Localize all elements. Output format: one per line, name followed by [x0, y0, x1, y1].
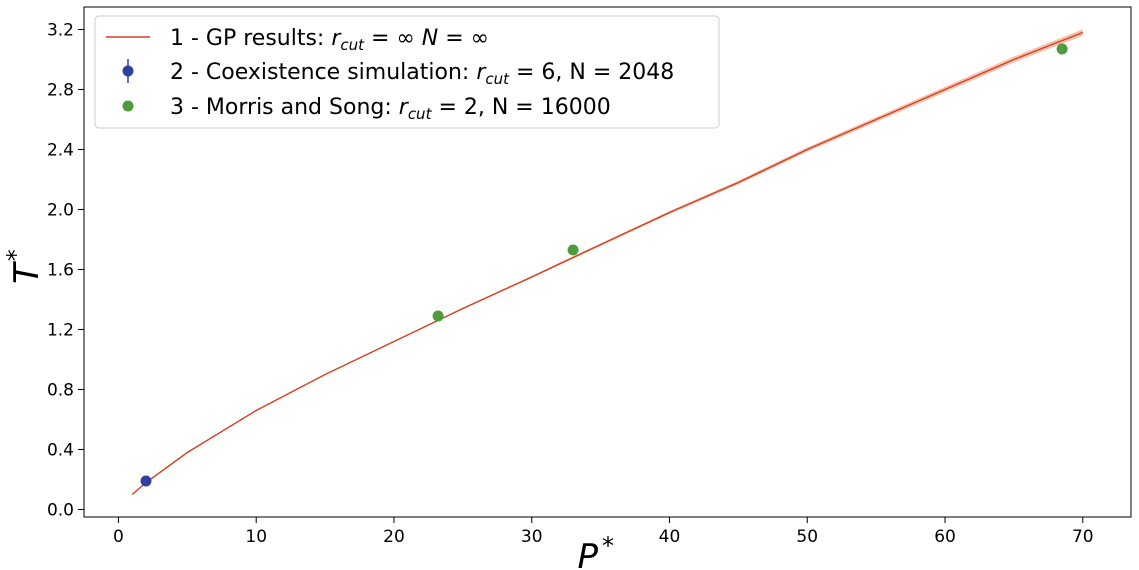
legend-marker-handle	[122, 65, 134, 77]
y-tick-label: 2.4	[47, 141, 74, 161]
legend-label: 1 - GP results: rcut = ∞ N = ∞	[170, 26, 489, 54]
y-tick-label: 1.6	[47, 261, 74, 281]
y-tick-label: 3.2	[47, 21, 74, 41]
x-tick-label: 0	[113, 527, 124, 547]
gp-results-line	[131, 31, 1084, 496]
x-axis-title: P *	[578, 532, 615, 570]
legend-box	[94, 15, 720, 129]
x-tick-label: 50	[796, 527, 818, 547]
y-tick-label: 0.8	[47, 381, 74, 401]
x-tick-label: 40	[659, 527, 681, 547]
y-tick-label: 0.0	[47, 501, 74, 521]
coexistence-point	[140, 475, 152, 487]
x-tick-label: 30	[521, 527, 543, 547]
plot-area	[131, 29, 1084, 496]
y-tick-label: 1.2	[47, 321, 74, 341]
y-axis-title: T*	[2, 249, 47, 284]
y-tick-label: 2.8	[47, 81, 74, 101]
axes-frame	[83, 6, 1132, 518]
legend: 1 - GP results: rcut = ∞ N = ∞ 2 - Coexis…	[94, 15, 720, 129]
axes: 0 10 20 30 40 50 60 70 0.0 0.4 0.8 1.2 1.6 2.0 2.4 2.8 3…	[2, 6, 1132, 570]
legend-label: 2 - Coexistence simulation: rcut = 6, N …	[170, 60, 674, 88]
morris-song-point	[567, 244, 579, 256]
y-tick-label: 2.0	[47, 201, 74, 221]
morris-song-point	[1056, 43, 1068, 55]
legend-label: 3 - Morris and Song: rcut = 2, N = 16000	[170, 95, 611, 123]
x-tick-label: 20	[383, 527, 405, 547]
x-tick-label: 10	[245, 527, 267, 547]
legend-marker-handle	[122, 100, 134, 112]
morris-song-point	[432, 310, 444, 322]
y-tick-label: 0.4	[47, 441, 74, 461]
x-tick-label: 60	[934, 527, 956, 547]
x-tick-label: 70	[1072, 527, 1094, 547]
